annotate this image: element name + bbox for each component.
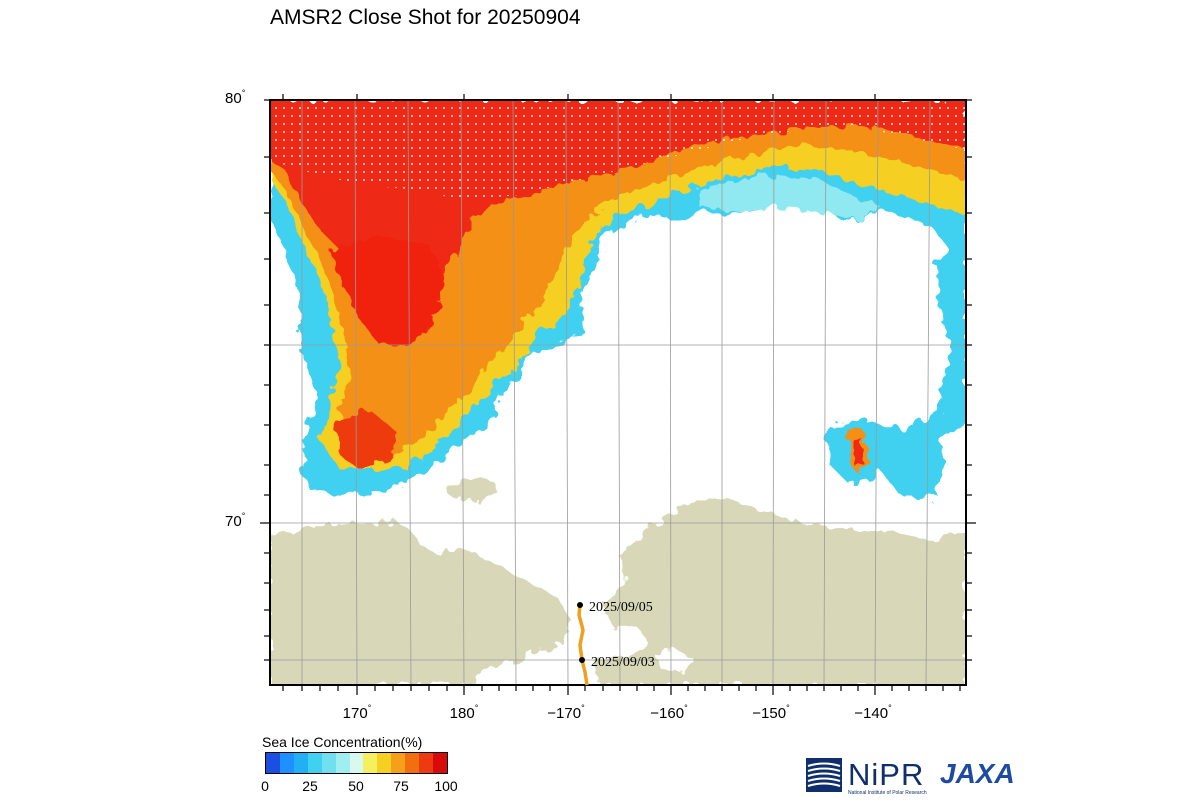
colorbar-tick-0: 0 — [261, 778, 269, 794]
track-point-0905 — [577, 602, 583, 608]
lon-label-neg170: −170° — [547, 703, 585, 722]
colorbar-swatch-12 — [433, 753, 447, 773]
colorbar-swatch-3 — [307, 753, 322, 773]
colorbar-swatch-4 — [321, 753, 336, 773]
graticule — [270, 99, 966, 686]
lon-label-170: 170° — [342, 703, 372, 722]
colorbar-tick-50: 50 — [348, 778, 364, 794]
track-label-0903: 2025/09/03 — [591, 655, 655, 670]
page-title: AMSR2 Close Shot for 20250904 — [270, 6, 581, 29]
lon-label-neg150: −150° — [752, 703, 790, 722]
ship-track — [577, 602, 589, 686]
colorbar-tick-100: 100 — [434, 778, 458, 794]
colorbar-tick-25: 25 — [302, 778, 318, 794]
jaxa-logo: JAXA — [940, 758, 1015, 789]
lon-label-neg160: −160° — [650, 703, 688, 722]
land — [270, 478, 966, 685]
colorbar-swatch-0 — [266, 753, 280, 773]
colorbar — [265, 752, 448, 774]
track-label-0905: 2025/09/05 — [589, 600, 653, 615]
colorbar-tick-75: 75 — [393, 778, 409, 794]
colorbar-title: Sea Ice Concentration(%) — [262, 734, 423, 750]
colorbar-swatch-10 — [405, 753, 420, 773]
colorbar-swatch-5 — [335, 753, 350, 773]
colorbar-swatch-8 — [377, 753, 392, 773]
colorbar-swatch-11 — [419, 753, 434, 773]
colorbar-swatch-7 — [363, 753, 378, 773]
colorbar-swatch-6 — [349, 753, 364, 773]
map-frame — [269, 99, 967, 686]
frame-ticks — [260, 94, 976, 695]
nipr-logo-icon — [806, 758, 842, 792]
ship-track-line — [577, 604, 589, 686]
colorbar-swatch-1 — [279, 753, 294, 773]
nipr-logo-text: NiPR — [848, 757, 925, 792]
lon-label-180: 180° — [449, 703, 479, 722]
nipr-logo-subtitle: National Institute of Polar Research — [848, 790, 927, 796]
lat-label-80: 80° — [225, 88, 246, 107]
colorbar-swatch-2 — [293, 753, 308, 773]
colorbar-swatch-9 — [391, 753, 406, 773]
lon-label-neg140: −140° — [854, 703, 892, 722]
track-point-0903 — [579, 657, 585, 663]
lat-label-70: 70° — [225, 511, 246, 530]
